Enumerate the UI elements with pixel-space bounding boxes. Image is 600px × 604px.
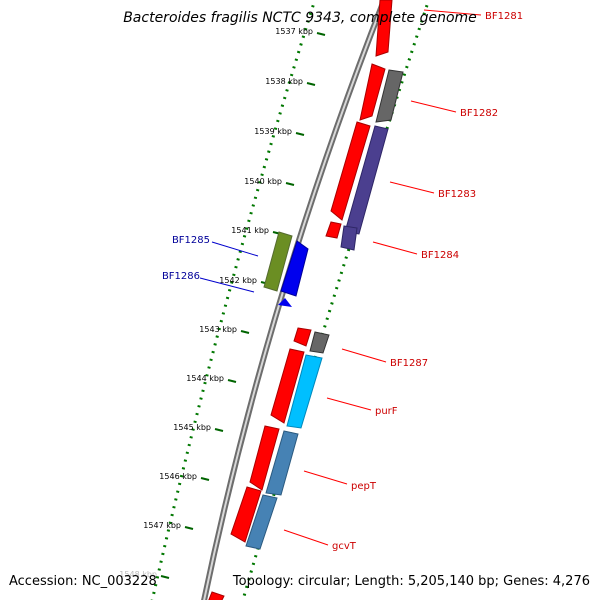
- tick-mark: [160, 575, 170, 579]
- forward-gene-labels: BF1281 BF1282 BF1283 BF1284 BF1287 purF pepT gc…: [332, 11, 523, 552]
- cds-red-1[interactable]: [375, 0, 393, 57]
- cds-red-2[interactable]: [359, 63, 386, 121]
- tick-mark: [227, 379, 237, 383]
- forward-cds-track: [207, 0, 393, 603]
- tick-label: 1547 kbp: [143, 521, 181, 530]
- tick-label: 1540 kbp: [244, 177, 282, 186]
- tick-mark: [285, 182, 295, 186]
- topology-summary: Topology: circular; Length: 5,205,140 bp…: [232, 574, 590, 589]
- gene-label-purf[interactable]: purF: [375, 406, 398, 417]
- gene-bf1287[interactable]: [309, 331, 330, 354]
- gene-pept[interactable]: [265, 430, 299, 496]
- gene-label-bf1287[interactable]: BF1287: [390, 358, 428, 369]
- tick-mark: [306, 82, 316, 86]
- tick-label: 1548 kbp: [119, 570, 157, 579]
- gene-bf1282[interactable]: [375, 69, 404, 123]
- tick-group: 1537 kbp 1538 kbp 1539 kbp 1540 kbp 1541 kbp…: [119, 27, 326, 579]
- cds-red-4[interactable]: [325, 221, 342, 239]
- gene-label-bf1283[interactable]: BF1283: [438, 189, 476, 200]
- gene-label-bf1285[interactable]: BF1285: [172, 235, 210, 246]
- gene-purf[interactable]: [286, 354, 323, 429]
- cds-red-6[interactable]: [270, 348, 305, 424]
- tick-label: 1542 kbp: [219, 276, 257, 285]
- tick-mark: [295, 132, 305, 136]
- gene-label-bf1284[interactable]: BF1284: [421, 250, 459, 261]
- tick-mark: [240, 330, 250, 334]
- tick-label: 1543 kbp: [199, 325, 237, 334]
- tick-mark: [316, 32, 326, 36]
- gene-gcvt[interactable]: [245, 494, 278, 550]
- gene-bf1284[interactable]: [340, 225, 358, 251]
- cds-red-8[interactable]: [230, 486, 262, 543]
- gene-label-gcvt[interactable]: gcvT: [332, 541, 357, 552]
- tick-label: 1544 kbp: [186, 374, 224, 383]
- tick-mark: [214, 428, 224, 432]
- tick-label: 1545 kbp: [173, 423, 211, 432]
- gene-label-bf1281[interactable]: BF1281: [485, 11, 523, 22]
- tick-label: 1539 kbp: [254, 127, 292, 136]
- gene-blue-reverse[interactable]: [280, 240, 309, 297]
- gene-bf1286-fragment[interactable]: [278, 298, 292, 307]
- backbone-inner: [202, 0, 386, 604]
- cds-red-9[interactable]: [207, 591, 225, 603]
- tick-label: 1537 kbp: [275, 27, 313, 36]
- gene-label-pept[interactable]: pepT: [351, 481, 377, 492]
- tick-label: 1538 kbp: [265, 77, 303, 86]
- gene-bf1285[interactable]: [263, 231, 293, 292]
- reverse-gene-labels: BF1285 BF1286: [162, 235, 210, 282]
- tick-label: 1541 kbp: [231, 226, 269, 235]
- tick-mark: [200, 477, 210, 481]
- gene-label-bf1286[interactable]: BF1286: [162, 271, 200, 282]
- reverse-genes: [263, 231, 309, 307]
- gene-label-bf1282[interactable]: BF1282: [460, 108, 498, 119]
- label-leaders: [199, 9, 482, 546]
- backbone-outer: [200, 0, 388, 604]
- accession-text: Accession: NC_003228: [9, 574, 157, 589]
- forward-gene-track: [245, 69, 404, 550]
- map-title: Bacteroides fragilis NCTC 9343, complete…: [123, 10, 477, 26]
- tick-ruler-inner: [149, 0, 317, 604]
- cds-red-5[interactable]: [293, 327, 312, 347]
- gene-bf1283[interactable]: [344, 125, 389, 235]
- tick-label: 1546 kbp: [159, 472, 197, 481]
- cds-red-7[interactable]: [249, 425, 280, 491]
- tick-mark: [184, 526, 194, 530]
- cds-red-3[interactable]: [330, 121, 371, 221]
